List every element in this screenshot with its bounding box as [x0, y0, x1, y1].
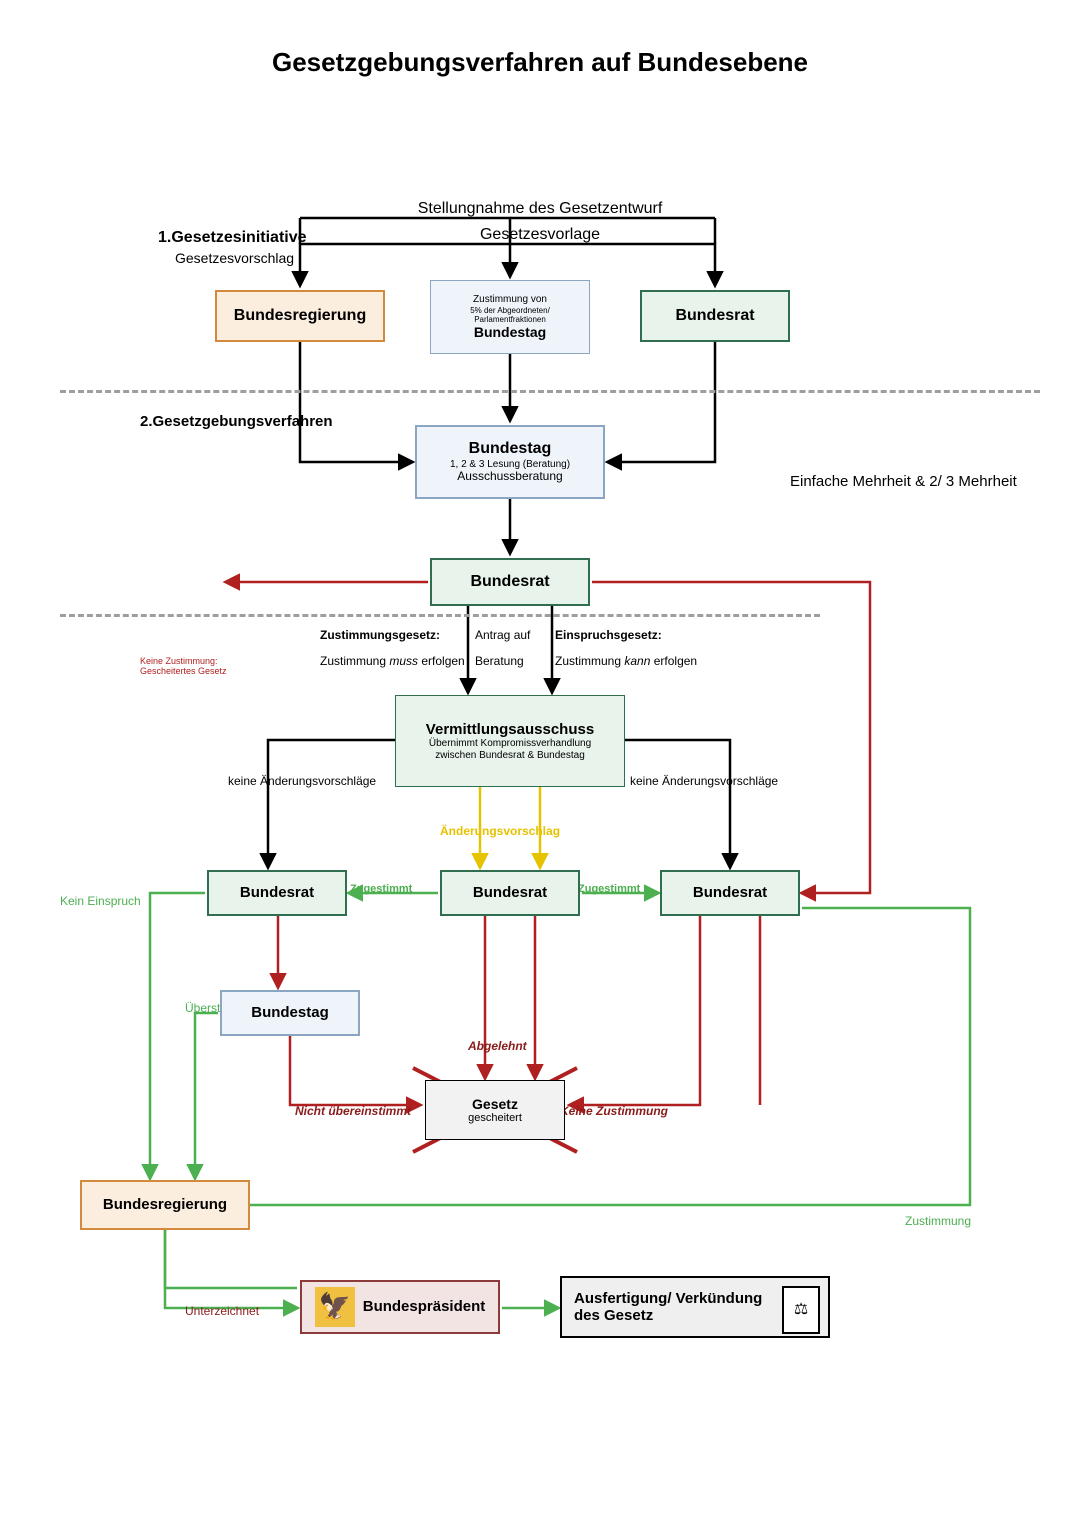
node-brat_m: Bundesrat: [440, 870, 580, 916]
label-t_init2: Gesetzesvorschlag: [175, 250, 294, 266]
label-t_eg_sub: Zustimmung kann erfolgen: [555, 654, 697, 668]
label-t_nichtuber: Nicht übereinstimmt: [295, 1104, 411, 1118]
node-brat1: Bundesrat: [640, 290, 790, 342]
label-t_abgelehnt: Abgelehnt: [468, 1039, 527, 1053]
label-t_stellung: Stellungnahme des Gesetzentwurf: [0, 200, 1080, 218]
node-fail: Gesetzgescheitert: [425, 1080, 565, 1140]
document-icon: ⚖: [782, 1286, 820, 1334]
label-t_unterz: Unterzeichnet: [185, 1304, 259, 1318]
node-breg1: Bundesregierung: [215, 290, 385, 342]
edge: [625, 740, 730, 867]
node-brat_m-line0: Bundesrat: [473, 884, 547, 901]
label-t_keinezust: Keine Zustimmung: [560, 1104, 668, 1118]
node-brat2-line0: Bundesrat: [470, 573, 549, 591]
label-t_noamend_l: keine Änderungsvorschläge: [228, 774, 376, 788]
edge: [570, 916, 700, 1105]
edge: [300, 342, 412, 462]
label-t_keinEinspruch: Kein Einspruch: [60, 894, 141, 908]
label-t_eg_head: Einspruchsgesetz:: [555, 628, 662, 642]
edge: [165, 1230, 297, 1308]
label-t_init1: 1.Gesetzesinitiative: [158, 229, 307, 247]
section-divider: [60, 390, 1040, 393]
eagle-icon: 🦅: [315, 1287, 355, 1327]
node-bt_low-line0: Bundestag: [251, 1004, 329, 1021]
node-bt_small-line3: Bundestag: [474, 324, 546, 340]
node-vermitt: VermittlungsausschussÜbernimmt Kompromis…: [395, 695, 625, 787]
node-bt_small-line1: 5% der Abgeordneten/: [470, 306, 550, 315]
edge: [290, 1036, 420, 1105]
node-brat_r-line0: Bundesrat: [693, 884, 767, 901]
node-breg2-line0: Bundesregierung: [103, 1196, 227, 1213]
edge: [300, 244, 510, 285]
node-fail-line0: Gesetz: [472, 1096, 518, 1112]
node-brat2: Bundesrat: [430, 558, 590, 606]
page-title: Gesetzgebungsverfahren auf Bundesebene: [0, 47, 1080, 78]
node-vermitt-line2: zwischen Bundesrat & Bundestag: [435, 750, 585, 762]
node-brat1-line0: Bundesrat: [675, 307, 754, 325]
node-bpres-line0: Bundespräsident: [363, 1298, 486, 1315]
node-brat_l-line0: Bundesrat: [240, 884, 314, 901]
section-divider: [60, 614, 820, 617]
node-fail-line1: gescheitert: [468, 1112, 522, 1125]
node-bt_main-line2: Ausschussberatung: [457, 470, 562, 484]
node-breg1-line0: Bundesregierung: [234, 307, 366, 325]
label-t_keineZred: Keine Zustimmung: Gescheitertes Gesetz: [140, 656, 227, 676]
node-breg2: Bundesregierung: [80, 1180, 250, 1230]
node-brat_l: Bundesrat: [207, 870, 347, 916]
node-final-line0: Ausfertigung/ Verkündung: [574, 1290, 762, 1307]
node-bt_small-line0: Zustimmung von: [473, 294, 547, 306]
node-bt_small: Zustimmung von5% der Abgeordneten/Parlam…: [430, 280, 590, 354]
node-vermitt-line1: Übernimmt Kompromissverhandlung: [429, 738, 591, 750]
label-t_zust_r: Zustimmung: [905, 1214, 971, 1228]
node-bpres: 🦅 Bundespräsident: [300, 1280, 500, 1334]
label-t_zuge_r: Zugestimmt: [578, 883, 640, 895]
node-bt_main-line0: Bundestag: [469, 440, 552, 458]
label-t_sec2: 2.Gesetzgebungsverfahren: [140, 413, 333, 430]
node-vermitt-line0: Vermittlungsausschuss: [426, 721, 594, 738]
label-t_zg_head: Zustimmungsgesetz:: [320, 628, 440, 642]
node-bt_low: Bundestag: [220, 990, 360, 1036]
edge: [268, 740, 395, 867]
label-t_zuge_l: Zugestimmt: [350, 883, 412, 895]
node-bt_small-line2: Parlamentfraktionen: [474, 315, 546, 324]
node-final: Ausfertigung/ Verkündungdes Gesetz ⚖: [560, 1276, 830, 1338]
diagram-stage: Gesetzgebungsverfahren auf Bundesebene St…: [0, 0, 1080, 1527]
node-final-line1: des Gesetz: [574, 1307, 653, 1324]
edge: [150, 893, 205, 1178]
edge: [510, 244, 715, 285]
label-t_amend: Änderungsvorschlag: [440, 824, 560, 838]
edge: [195, 1013, 218, 1178]
edge: [608, 342, 715, 462]
label-t_beratung: Beratung: [475, 654, 524, 668]
node-bt_main: Bundestag1, 2 & 3 Lesung (Beratung)Aussc…: [415, 425, 605, 499]
node-brat_r: Bundesrat: [660, 870, 800, 916]
label-t_antrag: Antrag auf: [475, 628, 530, 642]
label-t_zg_sub: Zustimmung muss erfolgen: [320, 654, 465, 668]
edge: [165, 908, 970, 1288]
label-t_mehrheit: Einfache Mehrheit & 2/ 3 Mehrheit: [790, 473, 1017, 490]
label-t_noamend_r: keine Änderungsvorschläge: [630, 774, 778, 788]
